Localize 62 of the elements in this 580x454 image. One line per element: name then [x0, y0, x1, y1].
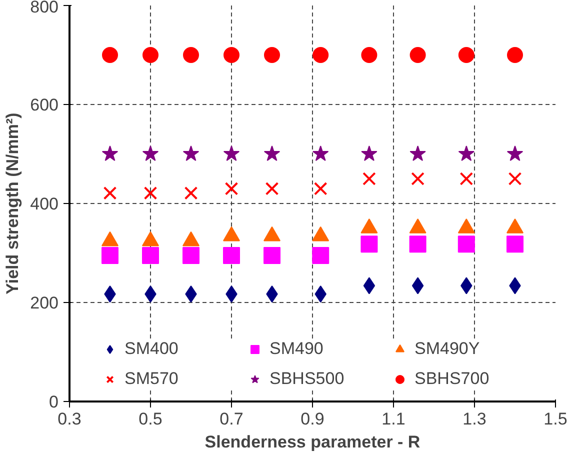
point — [264, 146, 280, 161]
legend-label: SM490 — [270, 339, 324, 359]
point — [361, 47, 378, 63]
point — [224, 182, 238, 196]
x-axis-title: Slenderness parameter - R — [204, 432, 420, 452]
point — [312, 246, 330, 264]
point — [142, 146, 159, 161]
point — [223, 246, 240, 264]
x-tick-label: 1.5 — [544, 410, 568, 428]
point — [363, 277, 376, 294]
y-tick-label: 600 — [30, 96, 59, 114]
x-tick-label: 0.9 — [300, 410, 324, 428]
legend-label: SM400 — [124, 339, 180, 359]
legend-label: SBHS500 — [270, 369, 346, 389]
y-axis-title: Yield strength (N/mm²) — [3, 112, 22, 294]
point — [144, 186, 158, 200]
point — [460, 172, 474, 186]
point — [508, 172, 522, 186]
point — [183, 47, 199, 63]
point — [103, 186, 117, 200]
point — [506, 236, 524, 253]
point — [409, 236, 426, 253]
point — [458, 146, 475, 161]
point — [102, 146, 118, 161]
point — [410, 146, 426, 161]
point — [102, 47, 118, 63]
x-tick-label: 0.7 — [220, 410, 244, 428]
point — [314, 182, 328, 196]
point — [182, 246, 200, 264]
point — [102, 246, 118, 264]
point — [223, 146, 240, 161]
y-tick-label: 200 — [30, 294, 59, 312]
x-tick-label: 0.3 — [58, 410, 82, 428]
point — [265, 182, 279, 196]
x-tick-label: 1.3 — [462, 410, 486, 428]
point — [362, 172, 376, 186]
point — [410, 47, 426, 63]
point — [142, 246, 159, 264]
y-tick-label: 800 — [30, 0, 59, 16]
point — [182, 146, 200, 161]
y-tick-label: 400 — [30, 194, 59, 214]
point — [264, 47, 280, 63]
point — [360, 236, 378, 253]
legend-label: SM570 — [124, 369, 180, 389]
legend-label: SM490Y — [414, 339, 481, 359]
point — [412, 277, 424, 294]
x-tick-label: 1.1 — [382, 410, 406, 428]
point — [312, 47, 329, 63]
point — [312, 146, 329, 161]
point — [411, 172, 424, 186]
legend-label: SBHS700 — [414, 369, 490, 389]
x-tick-label: 0.5 — [138, 410, 162, 428]
point — [184, 186, 198, 200]
point — [507, 47, 523, 63]
point — [506, 146, 524, 161]
point — [458, 47, 474, 63]
point — [458, 236, 475, 253]
point — [264, 246, 280, 264]
point — [224, 47, 240, 63]
point — [142, 47, 158, 63]
y-tick-label: 0 — [49, 392, 59, 412]
point — [361, 146, 378, 161]
